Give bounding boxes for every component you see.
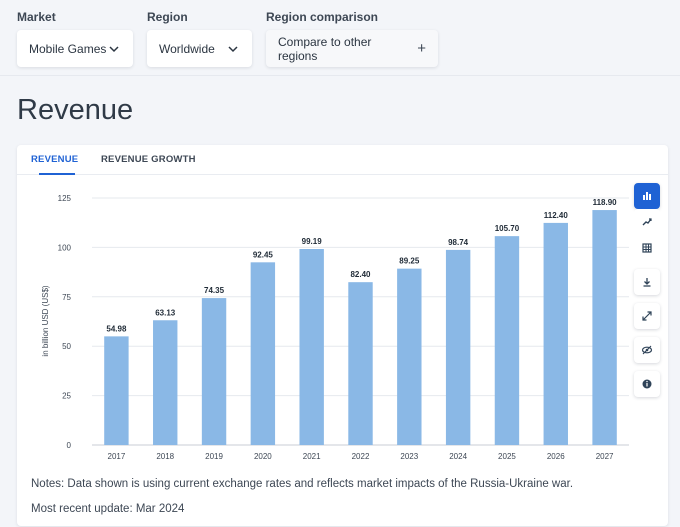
tab-revenue-growth[interactable]: REVENUE GROWTH bbox=[101, 154, 196, 165]
bar[interactable] bbox=[104, 336, 129, 445]
info-button[interactable] bbox=[634, 371, 660, 397]
bar[interactable] bbox=[299, 249, 324, 445]
y-tick-label: 50 bbox=[62, 342, 71, 351]
filter-bar: Market Mobile Games Region Worldwide Reg… bbox=[0, 0, 680, 76]
expand-icon bbox=[642, 311, 652, 321]
y-tick-label: 0 bbox=[67, 441, 72, 450]
y-tick-label: 75 bbox=[62, 293, 71, 302]
market-filter: Market Mobile Games bbox=[17, 10, 133, 67]
y-tick-labels: 0 25 50 75 100 125 bbox=[58, 194, 72, 450]
comparison-filter: Region comparison Compare to other regio… bbox=[266, 10, 438, 67]
tab-revenue[interactable]: REVENUE bbox=[31, 154, 79, 165]
bar[interactable] bbox=[348, 282, 373, 445]
x-tick-label: 2025 bbox=[498, 452, 516, 461]
page-title: Revenue bbox=[17, 94, 134, 126]
bar-chart-icon bbox=[643, 192, 651, 200]
visibility-icon bbox=[641, 345, 653, 355]
compare-regions-button[interactable]: Compare to other regions + bbox=[266, 30, 438, 67]
x-tick-label: 2019 bbox=[205, 452, 223, 461]
data-label: 105.70 bbox=[495, 224, 520, 233]
compare-regions-label: Compare to other regions bbox=[278, 34, 372, 63]
y-tick-label: 100 bbox=[58, 243, 72, 252]
grid-lines bbox=[92, 197, 629, 446]
data-label: 118.90 bbox=[593, 198, 618, 207]
y-tick-label: 125 bbox=[58, 194, 72, 203]
data-label: 92.45 bbox=[253, 250, 274, 259]
region-value: Worldwide bbox=[159, 41, 215, 56]
data-label: 63.13 bbox=[155, 308, 176, 317]
tab-bar: REVENUE REVENUE GROWTH bbox=[17, 145, 668, 175]
bar-chart-button[interactable] bbox=[634, 183, 660, 209]
bar[interactable] bbox=[494, 236, 520, 445]
x-tick-label: 2026 bbox=[547, 452, 565, 461]
data-label: 89.25 bbox=[399, 257, 420, 266]
region-label: Region bbox=[147, 10, 188, 24]
bars bbox=[104, 210, 617, 445]
comparison-label: Region comparison bbox=[266, 10, 379, 24]
active-tab-indicator bbox=[39, 173, 75, 175]
data-labels: 54.98 63.13 74.35 92.45 99.19 82.40 89.25 98.74… bbox=[106, 198, 617, 333]
revenue-bar-chart: 54.98 63.13 74.35 92.45 99.19 82.40 89.25 98.74… bbox=[41, 194, 629, 461]
data-label: 99.19 bbox=[302, 237, 323, 246]
region-filter: Region Worldwide bbox=[147, 10, 252, 67]
x-tick-label: 2018 bbox=[156, 452, 174, 461]
data-label: 98.74 bbox=[448, 238, 469, 247]
trend-icon bbox=[642, 218, 652, 226]
x-tick-label: 2020 bbox=[254, 452, 272, 461]
table-icon bbox=[642, 243, 652, 253]
bar[interactable] bbox=[445, 249, 471, 445]
data-label: 74.35 bbox=[204, 286, 225, 295]
x-tick-label: 2022 bbox=[352, 452, 370, 461]
chevron-down-icon bbox=[109, 45, 119, 52]
bar[interactable] bbox=[543, 222, 568, 445]
data-label: 82.40 bbox=[350, 270, 371, 279]
info-icon bbox=[642, 379, 652, 389]
data-label: 112.40 bbox=[544, 211, 569, 220]
market-value: Mobile Games bbox=[29, 41, 107, 56]
chart-notes: Notes: Data shown is using current excha… bbox=[31, 478, 574, 490]
y-tick-label: 25 bbox=[62, 392, 71, 401]
x-tick-label: 2024 bbox=[449, 452, 467, 461]
bar[interactable] bbox=[201, 298, 227, 445]
trend-chart-button[interactable] bbox=[634, 209, 660, 235]
y-axis-label: in billion USD (US$) bbox=[41, 285, 50, 356]
visibility-button[interactable] bbox=[634, 337, 660, 363]
plus-icon: + bbox=[417, 40, 426, 57]
market-label: Market bbox=[17, 10, 56, 24]
x-tick-label: 2027 bbox=[596, 452, 614, 461]
download-icon bbox=[643, 278, 651, 287]
x-tick-label: 2023 bbox=[400, 452, 418, 461]
x-tick-label: 2017 bbox=[108, 452, 126, 461]
bar[interactable] bbox=[397, 268, 422, 445]
data-label: 54.98 bbox=[106, 324, 127, 333]
market-select[interactable]: Mobile Games bbox=[17, 30, 133, 67]
x-tick-labels: 2017 2018 2019 2020 2021 2022 2023 2024 2025 2026… bbox=[108, 452, 615, 461]
bar[interactable] bbox=[153, 320, 178, 445]
last-update: Most recent update: Mar 2024 bbox=[31, 503, 185, 515]
table-view-button[interactable] bbox=[634, 235, 660, 261]
bar[interactable] bbox=[250, 262, 276, 445]
download-button[interactable] bbox=[634, 269, 660, 295]
x-tick-label: 2021 bbox=[303, 452, 321, 461]
fullscreen-button[interactable] bbox=[634, 303, 660, 329]
bar[interactable] bbox=[592, 210, 617, 445]
region-select[interactable]: Worldwide bbox=[147, 30, 252, 67]
chevron-down-icon bbox=[228, 45, 238, 52]
chart-card: REVENUE REVENUE GROWTH 54.98 63.13 74.35 92… bbox=[17, 145, 668, 526]
